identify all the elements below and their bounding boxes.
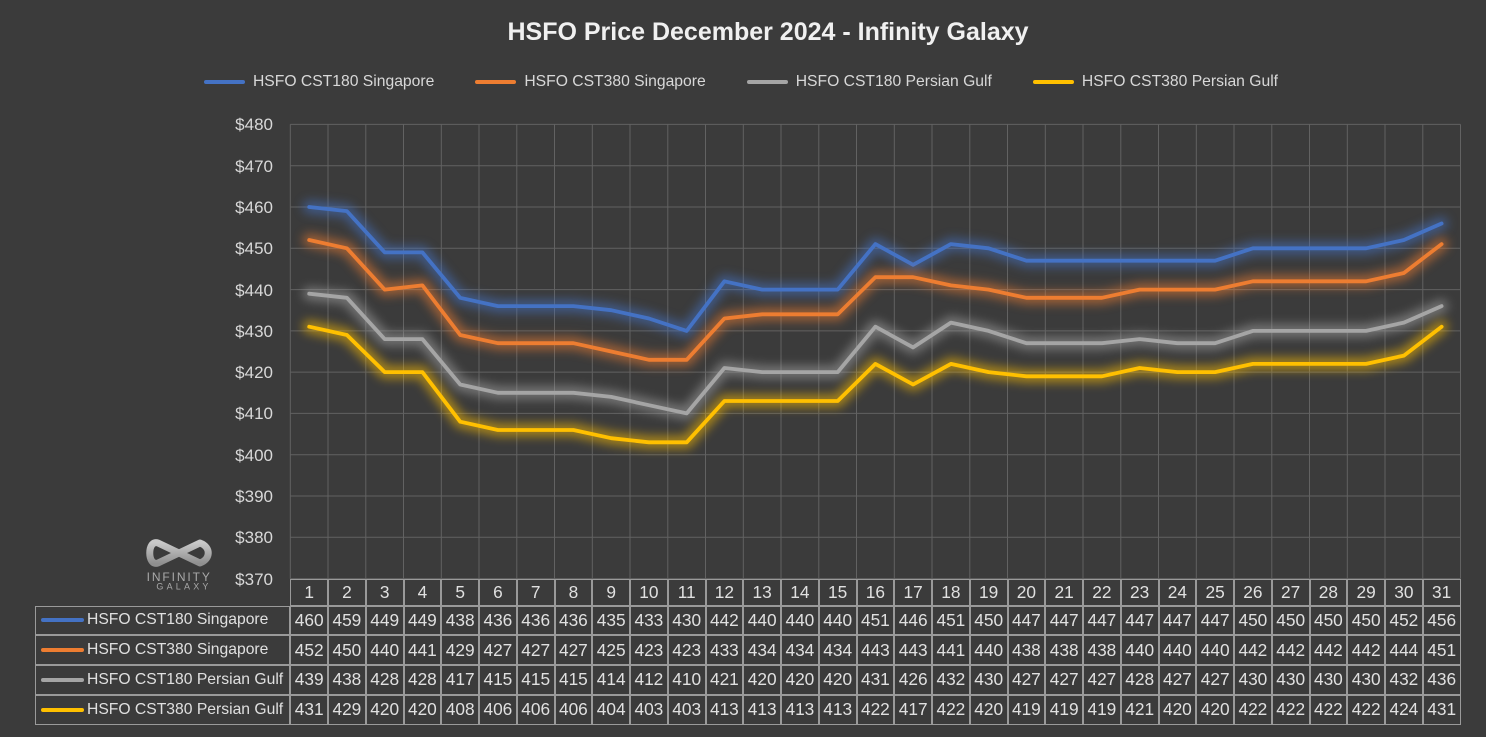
svg-text:GALAXY: GALAXY xyxy=(156,582,211,592)
svg-text:INFINITY: INFINITY xyxy=(147,570,212,584)
